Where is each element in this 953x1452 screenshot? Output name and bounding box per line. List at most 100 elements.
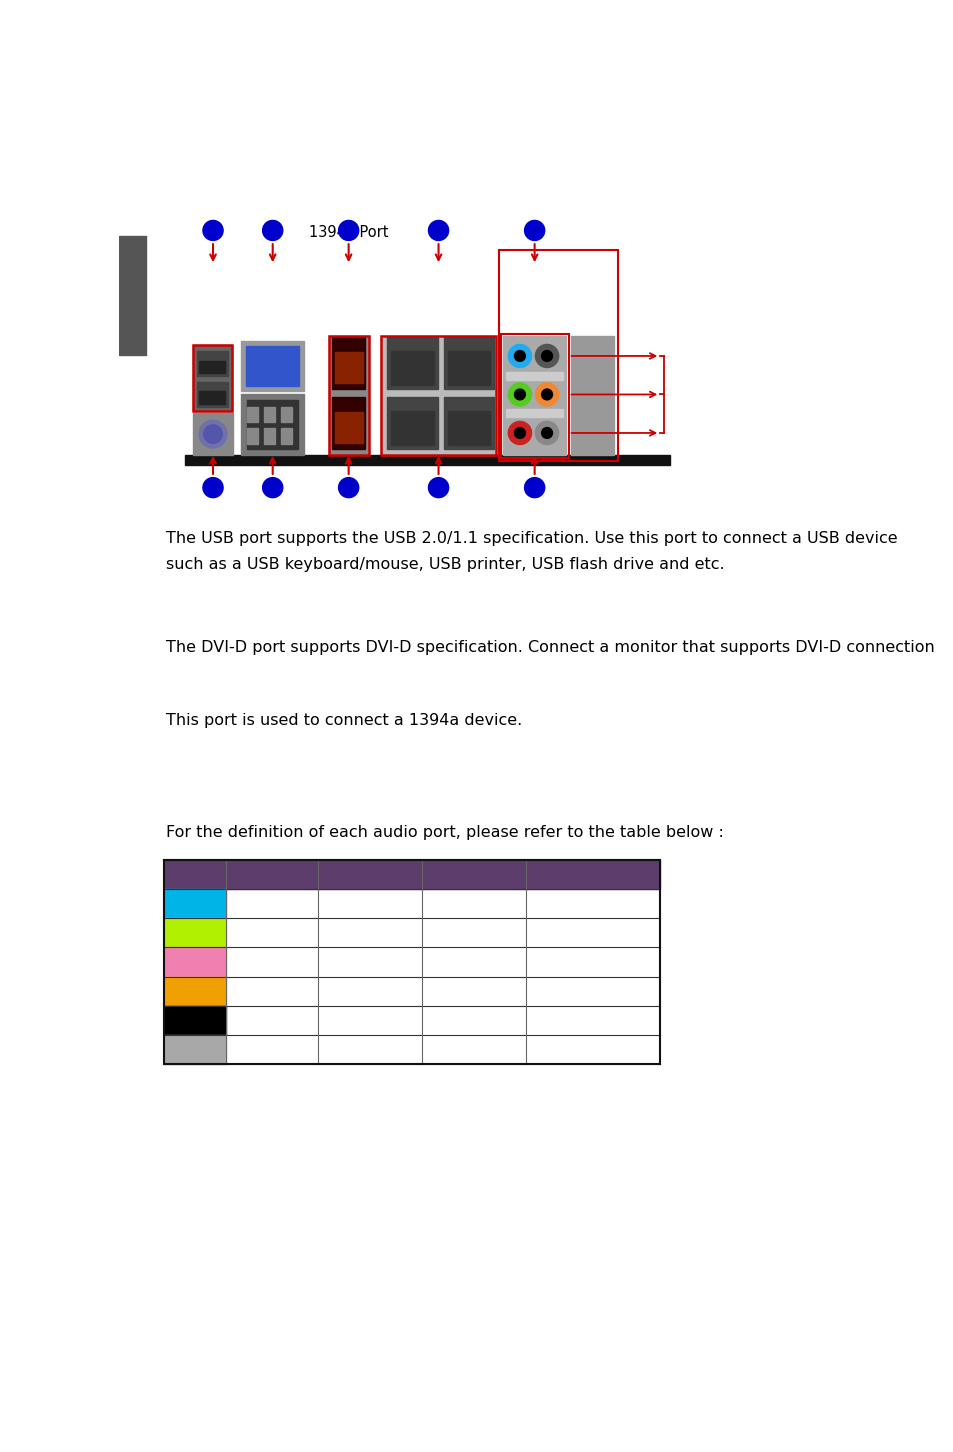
Bar: [443, 337, 494, 389]
Text: The USB port supports the USB 2.0/1.1 specification. Use this port to connect a : The USB port supports the USB 2.0/1.1 sp…: [166, 531, 897, 546]
Bar: [185, 456, 669, 465]
Circle shape: [535, 421, 558, 444]
Text: This port is used to connect a 1394a device.: This port is used to connect a 1394a dev…: [166, 713, 521, 729]
Bar: [281, 428, 292, 444]
Circle shape: [541, 350, 552, 362]
Bar: [226, 918, 317, 947]
Bar: [164, 947, 226, 977]
Bar: [317, 889, 421, 918]
Bar: [199, 392, 225, 404]
Circle shape: [514, 427, 525, 439]
Bar: [387, 337, 437, 389]
Bar: [164, 977, 226, 1006]
Bar: [226, 889, 317, 918]
Bar: [317, 1006, 421, 1035]
Circle shape: [508, 344, 531, 367]
Bar: [193, 412, 233, 456]
Bar: [447, 411, 490, 446]
Bar: [387, 396, 437, 449]
Bar: [164, 860, 659, 889]
Bar: [196, 417, 229, 452]
Bar: [391, 411, 434, 446]
Bar: [332, 337, 365, 389]
Bar: [443, 396, 494, 449]
Bar: [421, 977, 526, 1006]
Bar: [226, 1006, 317, 1035]
Bar: [193, 346, 232, 411]
Bar: [571, 335, 613, 456]
Bar: [381, 335, 496, 456]
Bar: [247, 428, 257, 444]
Circle shape: [262, 221, 282, 241]
Circle shape: [428, 478, 448, 498]
Bar: [164, 1035, 226, 1064]
Bar: [505, 372, 562, 380]
Circle shape: [203, 221, 223, 241]
Circle shape: [514, 389, 525, 399]
Bar: [421, 918, 526, 947]
Bar: [317, 918, 421, 947]
Text: 4-channel: 4-channel: [334, 867, 406, 881]
Bar: [247, 407, 257, 423]
Bar: [328, 335, 369, 456]
Circle shape: [535, 383, 558, 407]
Circle shape: [338, 478, 358, 498]
Circle shape: [508, 421, 531, 444]
Bar: [164, 1006, 226, 1035]
Bar: [164, 918, 226, 947]
Bar: [226, 947, 317, 977]
Text: such as a USB keyboard/mouse, USB printer, USB flash drive and etc.: such as a USB keyboard/mouse, USB printe…: [166, 558, 723, 572]
Bar: [498, 250, 617, 462]
Bar: [335, 412, 362, 443]
Circle shape: [514, 350, 525, 362]
Bar: [264, 428, 274, 444]
Text: The DVI-D port supports DVI-D specification. Connect a monitor that supports DVI: The DVI-D port supports DVI-D specificat…: [166, 640, 934, 655]
Bar: [281, 407, 292, 423]
Bar: [526, 918, 659, 947]
Bar: [226, 977, 317, 1006]
Bar: [328, 335, 369, 456]
Bar: [199, 360, 225, 373]
Text: 5.1-channel: 5.1-channel: [431, 867, 517, 881]
Circle shape: [524, 221, 544, 241]
Bar: [317, 947, 421, 977]
Bar: [226, 1035, 317, 1064]
Bar: [391, 350, 434, 385]
Bar: [247, 399, 298, 449]
Bar: [526, 1035, 659, 1064]
Bar: [421, 1006, 526, 1035]
Bar: [502, 335, 566, 456]
Circle shape: [199, 420, 227, 449]
Circle shape: [338, 221, 358, 241]
Circle shape: [508, 383, 531, 407]
Bar: [164, 889, 226, 918]
Bar: [421, 1035, 526, 1064]
Bar: [241, 341, 304, 392]
Bar: [526, 889, 659, 918]
Bar: [526, 977, 659, 1006]
Bar: [500, 334, 568, 457]
Circle shape: [428, 221, 448, 241]
Bar: [317, 1035, 421, 1064]
Bar: [381, 335, 496, 456]
Bar: [196, 351, 228, 376]
Bar: [447, 350, 490, 385]
Bar: [421, 947, 526, 977]
Bar: [332, 396, 365, 449]
Circle shape: [535, 344, 558, 367]
Bar: [196, 382, 228, 407]
Circle shape: [541, 427, 552, 439]
Circle shape: [524, 478, 544, 498]
Circle shape: [203, 478, 223, 498]
Text: For the definition of each audio port, please refer to the table below :: For the definition of each audio port, p…: [166, 825, 723, 839]
Circle shape: [204, 425, 222, 443]
Bar: [119, 235, 146, 356]
Text: 1394a Port: 1394a Port: [309, 225, 388, 240]
Bar: [246, 347, 299, 386]
Bar: [264, 407, 274, 423]
Bar: [421, 889, 526, 918]
Bar: [317, 977, 421, 1006]
Circle shape: [541, 389, 552, 399]
Bar: [241, 393, 304, 456]
Bar: [335, 353, 362, 383]
